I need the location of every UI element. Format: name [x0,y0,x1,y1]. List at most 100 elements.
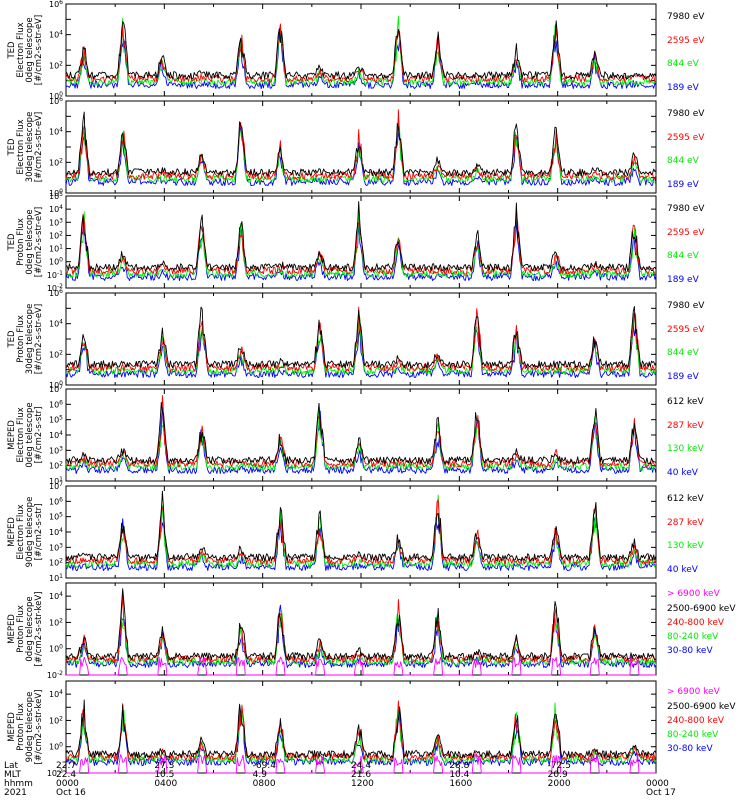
y-tick-label: 102 [49,715,63,725]
footer-date: Oct 17 [646,788,676,798]
footer-hhmm: 0000 [56,779,79,789]
legend-entry: > 6900 keV [667,589,721,599]
series-line [65,490,657,562]
legend-entry: 189 eV [667,372,700,382]
y-tick-label: 104 [49,127,63,137]
y-axis-label: MEPEDProton Flux0deg telescope[#/cm2-s-s… [7,592,44,667]
legend-entry: 80-240 keV [667,632,719,642]
panel-5: 101 102 103 104 105 106 107 MEPEDElectron Flux0… [7,384,704,486]
legend-entry: 30-80 keV [667,744,713,754]
legend-entry: 2595 eV [667,36,705,46]
legend-entry: 240-800 keV [667,618,725,628]
plot-frame [65,485,657,579]
footer-hhmm: 1200 [351,779,374,789]
footer-mlt: 20.9 [548,770,568,780]
legend-entry: 240-800 keV [667,716,725,726]
legend-entry: 2595 eV [667,228,705,238]
legend-entry: 844 eV [667,156,700,166]
legend-entry: 40 keV [667,468,699,478]
y-tick-label: 107 [49,481,63,491]
y-tick-label: 103 [49,445,63,455]
legend-entry: 612 keV [667,494,704,504]
y-axis-label: MEPEDElectron Flux0deg telescope[#/cm2-s… [7,402,44,467]
series-line [65,216,657,282]
y-tick-label: 100 [49,257,63,267]
y-axis-label: MEPEDProton Flux90deg telescope[#/cm2-s-… [7,690,44,765]
legend-entry: 612 keV [667,397,704,407]
panel-6: 101 102 103 104 105 106 107 MEPEDElectron Flux9… [7,481,704,583]
panel-4: 100 102 104 106 TEDProton Flux30deg telescop… [7,288,705,390]
y-tick-label: 104 [49,689,63,699]
legend-entry: 30-80 keV [667,646,713,656]
y-tick-label: 100 [49,188,63,198]
y-tick-label: 103 [49,542,63,552]
y-tick-label: 101 [49,573,63,583]
footer-mlt: 21.6 [351,770,371,780]
series-line [65,109,657,180]
panel-2: 100 102 104 106 TEDElectron Flux30deg telesc… [7,96,705,198]
y-tick-label: 101 [49,476,63,486]
y-axis-label: MEPEDElectron Flux90deg telescope[#/cm2-… [7,497,44,568]
y-tick-label: 104 [49,319,63,329]
y-tick-label: 100 [49,91,63,101]
y-tick-label: 106 [49,0,63,9]
y-tick-label: 10-2 [47,283,63,293]
panel-1: 100 102 104 106 TEDElectron Flux0deg telesco… [7,0,705,101]
legend-entry: 287 keV [667,518,704,528]
y-axis-label: TEDProton Flux30deg telescope[#/cm2-s-st… [7,304,44,375]
footer-lat: -69.4 [253,761,277,771]
y-tick-label: 102 [49,60,63,70]
series-line [65,494,657,568]
footer-date: Oct 16 [56,788,86,798]
series-line [66,656,656,676]
series-line [65,313,657,375]
legend-entry: 844 eV [667,251,700,261]
y-tick-label: 10-2 [47,670,63,680]
footer-row-label: hhmm [4,779,33,789]
y-tick-label: 102 [49,461,63,471]
footer-lat: 27.3 [154,761,174,771]
y-tick-label: 102 [49,617,63,627]
panel-7: 10-2 100 102 104 MEPEDProton Flux0deg telesc… [7,582,736,680]
y-tick-label: 10-2 [47,768,63,778]
y-tick-label: 105 [49,415,63,425]
plot-frame [65,3,657,97]
legend-entry: 7980 eV [667,301,705,311]
series-line [65,111,657,177]
footer-hhmm: 0800 [253,779,276,789]
footer-lat: 28.8 [449,761,469,771]
legend-entry: 2595 eV [667,133,705,143]
panel-3: 10-2 10-1 100 101 102 103 104 105 TEDProton Flux… [7,191,705,293]
series-line [65,401,657,465]
legend-entry: 40 keV [667,565,699,575]
legend-entry: 189 eV [667,83,700,93]
footer-hhmm: 1600 [449,779,472,789]
legend-entry: 844 eV [667,348,700,358]
y-tick-label: 102 [49,558,63,568]
y-tick-label: 106 [49,399,63,409]
footer-mlt: 22.4 [56,770,76,780]
legend-entry: 189 eV [667,275,700,285]
y-tick-label: 100 [49,644,63,654]
y-tick-label: 102 [49,230,63,240]
y-tick-label: 104 [49,204,63,214]
legend-entry: 130 keV [667,541,704,551]
y-tick-label: 104 [49,30,63,40]
y-tick-label: 106 [49,96,63,106]
y-tick-label: 102 [49,157,63,167]
legend-entry: 7980 eV [667,12,705,22]
y-tick-label: 10-1 [47,270,63,280]
legend-entry: 7980 eV [667,204,705,214]
series-line [65,588,657,661]
y-tick-label: 104 [49,430,63,440]
legend-entry: 2500-6900 keV [667,702,736,712]
y-tick-label: 104 [49,591,63,601]
panel-8: 10-2 100 102 104 MEPEDProton Flux90deg teles… [7,680,736,778]
series-line [65,702,657,764]
legend-entry: 2595 eV [667,325,705,335]
footer-hhmm: 0400 [154,779,177,789]
footer-row-label: MLT [4,770,22,780]
plot-frame [65,195,657,289]
footer-lat: 22.7 [56,761,76,771]
